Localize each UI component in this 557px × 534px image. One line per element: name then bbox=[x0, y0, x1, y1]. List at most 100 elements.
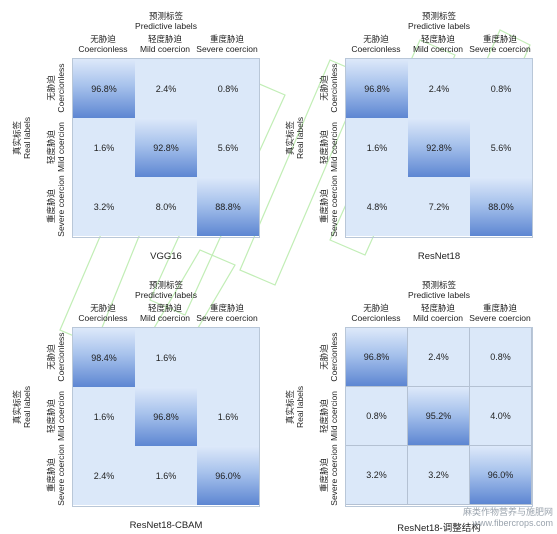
matrix-cell: 1.6% bbox=[73, 118, 135, 177]
matrix-cell: 96.8% bbox=[73, 59, 135, 118]
predicted-axis-label-en: Predictive labels bbox=[408, 290, 470, 300]
predicted-axis-label-en: Predictive labels bbox=[135, 290, 197, 300]
confusion-matrix: 96.8% 2.4% 0.8% 0.8% 95.2% 4.0% 3.2% 3.2% 96.0% bbox=[345, 327, 533, 507]
column-label-en: Mild coercion bbox=[412, 44, 464, 54]
column-label-en: Severe coercion bbox=[196, 313, 258, 323]
confusion-matrix: 96.8% 2.4% 0.8% 1.6% 92.8% 5.6% 4.8% 7.2% 88.0% bbox=[345, 58, 533, 238]
predicted-axis-label: 预测标签 Predictive labels bbox=[96, 11, 236, 31]
chart-title: ResNet18 bbox=[417, 251, 461, 262]
column-label-cn: 重度胁迫 bbox=[482, 34, 517, 44]
matrix-cell: 0.8% bbox=[197, 59, 259, 118]
row-label-cn: 重度胁迫 bbox=[319, 457, 329, 492]
matrix-cell: 98.4% bbox=[73, 328, 135, 387]
column-label-en: Mild coercion bbox=[139, 313, 191, 323]
row-label: 重度胁迫 Severe coercion bbox=[46, 175, 66, 236]
row-label: 轻度胁迫 Mild coercion bbox=[46, 390, 66, 440]
column-label-cn: 无胁迫 bbox=[90, 303, 116, 313]
predicted-axis-label: 预测标签 Predictive labels bbox=[369, 11, 509, 31]
real-axis-label: 真实标签 Real labels bbox=[285, 386, 305, 428]
matrix-cell: 1.6% bbox=[135, 328, 197, 387]
matrix-cell: 0.8% bbox=[346, 387, 408, 446]
column-label: 轻度胁迫 Mild coercion bbox=[398, 303, 478, 323]
matrix-cell: 4.0% bbox=[470, 387, 532, 446]
matrix-cell: 0.8% bbox=[470, 328, 532, 387]
matrix-cell: 3.2% bbox=[73, 177, 135, 236]
row-label: 无胁迫 Coercionless bbox=[46, 63, 66, 112]
confusion-matrix: 98.4% 1.6% 1.6% 96.8% 1.6% 2.4% 1.6% 96.0% bbox=[72, 327, 260, 507]
row-label-cn: 无胁迫 bbox=[46, 74, 56, 101]
real-axis-label-en: Real labels bbox=[295, 385, 305, 429]
matrix-cell: 95.2% bbox=[408, 387, 470, 446]
column-label-en: Coercionless bbox=[78, 313, 128, 323]
column-label: 无胁迫 Coercionless bbox=[63, 34, 143, 54]
matrix-cell: 96.8% bbox=[135, 387, 197, 446]
row-label-cn: 轻度胁迫 bbox=[319, 398, 329, 433]
column-label-en: Severe coercion bbox=[469, 44, 531, 54]
row-label-en: Mild coercion bbox=[329, 121, 339, 172]
row-label-cn: 轻度胁迫 bbox=[46, 398, 56, 433]
confusion-matrix: 96.8% 2.4% 0.8% 1.6% 92.8% 5.6% 3.2% 8.0% 88.8% bbox=[72, 58, 260, 238]
column-label: 无胁迫 Coercionless bbox=[336, 34, 416, 54]
row-label-en: Coercionless bbox=[329, 331, 339, 382]
column-label-cn: 无胁迫 bbox=[90, 34, 116, 44]
row-label-cn: 重度胁迫 bbox=[46, 457, 56, 492]
column-label-cn: 轻度胁迫 bbox=[420, 303, 455, 313]
chart-title: VGG16 bbox=[150, 251, 182, 262]
column-label-cn: 重度胁迫 bbox=[482, 303, 517, 313]
row-label-en: Coercionless bbox=[56, 62, 66, 113]
matrix-cell: 96.8% bbox=[346, 59, 408, 118]
matrix-cell: 2.4% bbox=[135, 59, 197, 118]
column-label: 轻度胁迫 Mild coercion bbox=[125, 34, 205, 54]
real-axis-label-cn: 真实标签 bbox=[12, 390, 22, 425]
row-label: 轻度胁迫 Mild coercion bbox=[46, 121, 66, 171]
matrix-cell: 1.6% bbox=[73, 387, 135, 446]
column-label-cn: 无胁迫 bbox=[363, 34, 389, 44]
matrix-cell: 1.6% bbox=[197, 387, 259, 446]
column-label: 重度胁迫 Severe coercion bbox=[460, 303, 540, 323]
column-label: 重度胁迫 Severe coercion bbox=[460, 34, 540, 54]
matrix-cell: 4.8% bbox=[346, 177, 408, 236]
chart-title: ResNet18-调整结构 bbox=[397, 523, 481, 534]
column-label: 轻度胁迫 Mild coercion bbox=[125, 303, 205, 323]
matrix-cell: 1.6% bbox=[346, 118, 408, 177]
matrix-cell: 1.6% bbox=[135, 446, 197, 505]
column-label-cn: 轻度胁迫 bbox=[147, 34, 182, 44]
row-label-cn: 无胁迫 bbox=[319, 74, 329, 101]
column-label-en: Severe coercion bbox=[469, 313, 531, 323]
column-label-cn: 重度胁迫 bbox=[209, 34, 244, 44]
row-label: 重度胁迫 Severe coercion bbox=[319, 444, 339, 505]
watermark-line1: 麻类作物营养与施肥网 bbox=[462, 507, 553, 517]
matrix-cell: 0.8% bbox=[470, 59, 532, 118]
column-label-en: Coercionless bbox=[351, 313, 401, 323]
column-label-cn: 轻度胁迫 bbox=[420, 34, 455, 44]
matrix-cell: 2.4% bbox=[408, 328, 470, 387]
chart-title: ResNet18-CBAM bbox=[129, 520, 203, 531]
row-label-en: Severe coercion bbox=[329, 174, 339, 237]
real-axis-label-cn: 真实标签 bbox=[12, 121, 22, 156]
predicted-axis-label-cn: 预测标签 bbox=[421, 280, 456, 290]
watermark-text: 麻类作物营养与施肥网 www.fibercrops.com bbox=[463, 507, 553, 529]
matrix-cell: 8.0% bbox=[135, 177, 197, 236]
column-label-en: Mild coercion bbox=[412, 313, 464, 323]
real-axis-label-en: Real labels bbox=[22, 116, 32, 160]
predicted-axis-label-cn: 预测标签 bbox=[148, 11, 183, 21]
row-label: 轻度胁迫 Mild coercion bbox=[319, 390, 339, 440]
row-label: 无胁迫 Coercionless bbox=[319, 63, 339, 112]
row-label: 重度胁迫 Severe coercion bbox=[46, 444, 66, 505]
real-axis-label-en: Real labels bbox=[295, 116, 305, 160]
real-axis-label-cn: 真实标签 bbox=[285, 390, 295, 425]
predicted-axis-label-en: Predictive labels bbox=[408, 21, 470, 31]
row-label: 重度胁迫 Severe coercion bbox=[319, 175, 339, 236]
row-label: 无胁迫 Coercionless bbox=[319, 332, 339, 381]
matrix-cell: 2.4% bbox=[73, 446, 135, 505]
real-axis-label-cn: 真实标签 bbox=[285, 121, 295, 156]
matrix-cell: 2.4% bbox=[408, 59, 470, 118]
column-label: 无胁迫 Coercionless bbox=[63, 303, 143, 323]
row-label-cn: 轻度胁迫 bbox=[46, 129, 56, 164]
row-label-en: Mild coercion bbox=[56, 390, 66, 441]
column-label: 无胁迫 Coercionless bbox=[336, 303, 416, 323]
row-label-en: Coercionless bbox=[329, 62, 339, 113]
matrix-cell: 92.8% bbox=[408, 118, 470, 177]
row-label-cn: 重度胁迫 bbox=[319, 188, 329, 223]
real-axis-label-en: Real labels bbox=[22, 385, 32, 429]
